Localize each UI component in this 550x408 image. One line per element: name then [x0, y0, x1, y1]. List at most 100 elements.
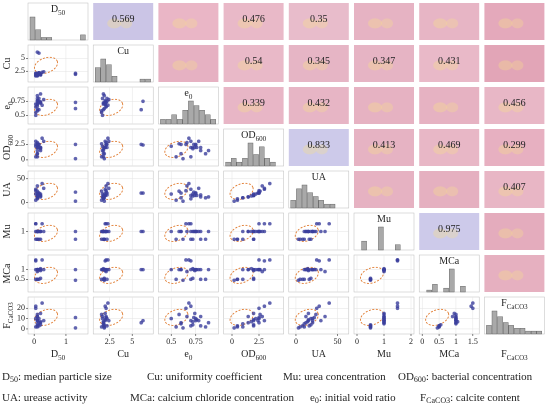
scatter-point: [37, 277, 41, 282]
scatter-point: [260, 314, 265, 319]
hist-bar: [361, 240, 367, 251]
x-axis-label-base: e: [184, 349, 189, 360]
scatter-point: [206, 148, 211, 153]
hist-bar: [35, 29, 41, 41]
scatter-point: [304, 314, 308, 319]
scatter-point: [35, 148, 40, 153]
scatter-point: [317, 259, 322, 263]
scatter-point: [268, 258, 272, 262]
hist-bar: [378, 226, 384, 251]
scatter-point: [256, 229, 260, 234]
corr-glow: [446, 18, 459, 29]
hist-bar: [395, 244, 401, 251]
y-tick-label: 10: [17, 313, 25, 322]
scatter-point: [41, 186, 46, 191]
scatter-point: [73, 229, 78, 234]
scatter-point: [203, 277, 208, 282]
scatter-point: [314, 267, 318, 272]
hist-bar: [443, 287, 449, 293]
scatter-point: [101, 195, 106, 199]
hist-bar: [253, 154, 259, 167]
hist-bar: [307, 192, 313, 209]
scatter-point: [246, 267, 250, 272]
diag-label-sub: 0: [189, 93, 193, 101]
corr-cell: [419, 213, 480, 250]
scatter-point: [187, 181, 191, 186]
scatter-point: [184, 306, 188, 311]
hist-bar: [41, 37, 47, 41]
hist-bar: [491, 310, 498, 335]
hist-bar: [536, 330, 542, 335]
y-tick-label: 0.5: [15, 110, 25, 119]
diag-label: Cu: [117, 46, 129, 57]
corr-cell: [484, 45, 545, 82]
scatter-point: [35, 229, 40, 234]
diag-label-base: Cu: [117, 46, 129, 57]
scatter-point: [241, 196, 245, 200]
scatter-point: [251, 237, 256, 242]
corr-glow: [433, 60, 448, 71]
scatter-point: [232, 326, 236, 330]
scatter-point: [105, 237, 109, 242]
corr-glow: [250, 60, 263, 71]
x-axis-label-sub: 0: [189, 354, 193, 362]
corr-cell: [354, 3, 414, 40]
scatter-point: [304, 320, 308, 325]
scatter-point: [100, 316, 105, 321]
y-axis-label-base: F: [2, 323, 13, 329]
scatter-point: [38, 73, 43, 77]
legend-entry: MCa: calcium chloride concentration: [130, 392, 295, 404]
scatter-point: [181, 199, 185, 203]
scatter-point: [99, 312, 104, 317]
scatter-cell: [158, 128, 219, 167]
confidence-ellipse: [99, 224, 124, 242]
hist-bar: [165, 119, 172, 125]
scatter-point: [251, 324, 256, 328]
y-axis-label-base: OD: [2, 146, 13, 160]
scatter-point: [102, 199, 107, 203]
scatter-point: [302, 237, 307, 242]
scatter-point: [181, 326, 185, 330]
corr-cell: [419, 129, 480, 166]
scatter-cell: [27, 254, 89, 293]
legend-symbol: Cu: [147, 371, 160, 383]
legend-text: : bacterial concentration: [426, 371, 533, 383]
corr-glow: [302, 18, 317, 29]
scatter-point: [103, 311, 107, 316]
scatter-point: [38, 92, 43, 96]
scatter-point: [35, 191, 40, 195]
scatter-point: [232, 199, 236, 203]
corr-glow: [381, 102, 393, 113]
x-tick-label: 0: [294, 337, 298, 346]
scatter-point: [307, 237, 312, 242]
scatter-point: [107, 139, 111, 144]
corr-glow: [237, 102, 252, 113]
scatter-point: [41, 97, 46, 102]
scatter-point: [203, 151, 208, 156]
legend-entry: UA: urease activity: [2, 392, 88, 404]
scatter-point: [296, 326, 301, 330]
scatter-point: [395, 259, 400, 263]
hist-bar: [94, 67, 101, 83]
hist-bar: [426, 289, 432, 293]
scatter-point: [206, 267, 211, 272]
corr-value: 0.833: [308, 140, 331, 151]
scatter-point: [33, 221, 38, 226]
corr-glow: [498, 270, 513, 281]
scatter-point: [106, 258, 110, 262]
x-tick-label: 0.75: [189, 337, 203, 346]
scatter-point: [177, 141, 181, 146]
hist-bar: [171, 114, 177, 125]
y-tick-label: 1: [21, 264, 25, 273]
legend-symbol-sub: 50: [10, 375, 18, 384]
hist-bar: [111, 76, 118, 83]
scatter-point: [454, 315, 458, 320]
scatter-point: [73, 278, 78, 283]
diag-label-base: F: [501, 298, 507, 309]
corr-cell: [484, 3, 545, 40]
scatter-point: [235, 324, 240, 328]
scatter-point: [437, 324, 441, 328]
hist-bar: [432, 284, 438, 293]
hist-bar: [514, 328, 520, 335]
scatter-point: [102, 278, 107, 283]
